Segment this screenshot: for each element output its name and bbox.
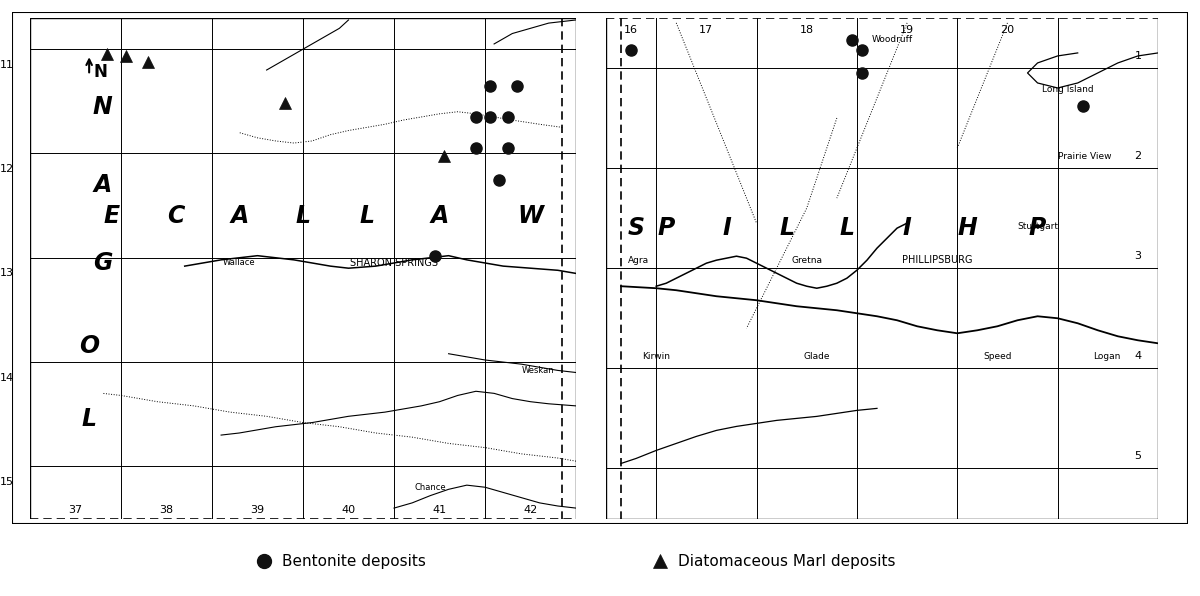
Text: A: A (230, 204, 248, 228)
Text: P: P (1028, 216, 1046, 240)
Text: 18: 18 (799, 25, 814, 35)
Text: 15: 15 (0, 477, 14, 487)
Text: 1: 1 (1134, 51, 1141, 61)
Text: L: L (779, 216, 794, 240)
Text: L: L (82, 408, 97, 432)
Text: O: O (79, 334, 100, 358)
Text: P: P (658, 216, 674, 240)
Text: Gretna: Gretna (791, 256, 822, 265)
Text: Long Island: Long Island (1042, 85, 1093, 95)
Text: 40: 40 (342, 505, 355, 515)
Text: SHARON SPRINGS: SHARON SPRINGS (350, 258, 438, 268)
Text: 19: 19 (900, 25, 914, 35)
Text: Agra: Agra (628, 256, 649, 265)
Text: PHILLIPSBURG: PHILLIPSBURG (902, 255, 972, 265)
Text: 3: 3 (1134, 251, 1141, 261)
Text: 14: 14 (0, 372, 14, 383)
Text: 39: 39 (251, 505, 264, 515)
Text: I: I (722, 216, 731, 240)
Text: 16: 16 (624, 25, 638, 35)
Text: 42: 42 (523, 505, 538, 515)
Text: Diatomaceous Marl deposits: Diatomaceous Marl deposits (678, 554, 895, 569)
Text: 13: 13 (0, 268, 14, 278)
Text: C: C (167, 204, 185, 228)
Text: Glade: Glade (804, 352, 830, 361)
Text: Wallace: Wallace (223, 259, 256, 268)
Text: 12: 12 (0, 164, 14, 174)
Text: Logan: Logan (1093, 352, 1120, 361)
Text: H: H (958, 216, 977, 240)
Text: Stuttgart: Stuttgart (1018, 222, 1058, 231)
Text: L: L (295, 204, 311, 228)
Text: 5: 5 (1134, 451, 1141, 461)
Text: N: N (92, 95, 113, 119)
Text: L: L (359, 204, 374, 228)
Text: 17: 17 (700, 25, 714, 35)
Text: A: A (431, 204, 449, 228)
Text: Kirwin: Kirwin (642, 352, 670, 361)
Text: Weskan: Weskan (522, 366, 554, 375)
Text: Speed: Speed (983, 352, 1012, 361)
Text: 38: 38 (160, 505, 174, 515)
Text: 2: 2 (1134, 151, 1141, 161)
Text: E: E (104, 204, 120, 228)
Text: Woodruff: Woodruff (871, 35, 912, 45)
Text: Prairie View: Prairie View (1057, 151, 1111, 160)
Text: G: G (94, 251, 113, 275)
Text: 11: 11 (0, 60, 14, 70)
Text: A: A (94, 173, 112, 197)
Text: 4: 4 (1134, 351, 1141, 361)
Text: W: W (517, 204, 544, 228)
Text: 37: 37 (68, 505, 83, 515)
Text: L: L (839, 216, 854, 240)
Text: Bentonite deposits: Bentonite deposits (282, 554, 426, 569)
Text: Chance: Chance (414, 483, 446, 492)
Text: I: I (902, 216, 912, 240)
Text: S: S (628, 216, 644, 240)
Text: 41: 41 (432, 505, 446, 515)
Text: N: N (94, 63, 107, 81)
Text: 20: 20 (1001, 25, 1014, 35)
